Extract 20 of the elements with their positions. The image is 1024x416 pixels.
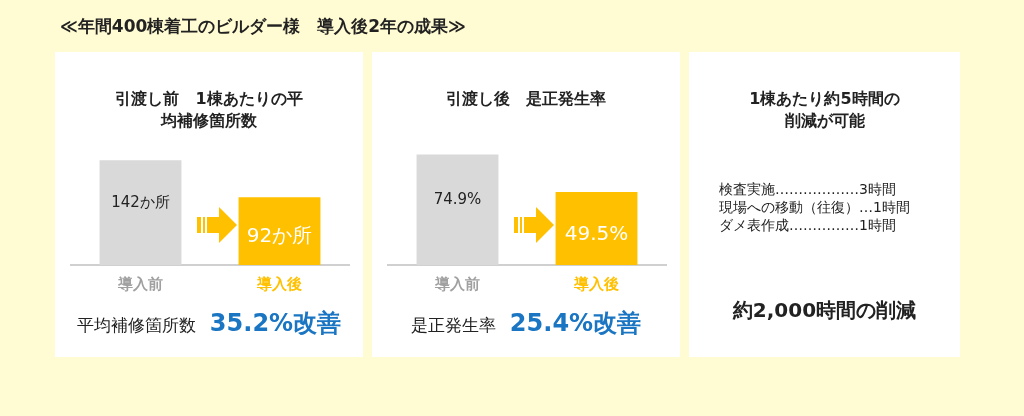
data-label: 49.5% <box>564 220 629 245</box>
data-label: 74.9% <box>433 189 482 208</box>
text: 1棟あたり約5時間の削減が可能 <box>748 88 901 132</box>
x-tick-label: 導入後 <box>256 275 302 293</box>
text: 25.4%改善 <box>509 309 642 337</box>
text: 現場への移動（往復）…1時間 <box>719 198 910 216</box>
text: ≪年間400棟着工のビルダー様 導入後2年の成果≫ <box>60 15 466 38</box>
x-tick-label: 導入前 <box>117 275 163 293</box>
text: 是正発生率 <box>410 315 496 335</box>
data-label: 142か所 <box>111 192 170 211</box>
x-tick-label: 導入後 <box>573 275 619 293</box>
text: 検査実施………………3時間 <box>719 180 897 198</box>
chart-title: 引渡し後 是正発生率 <box>445 88 607 110</box>
text: 約2,000時間の削減 <box>731 297 918 324</box>
text: 35.2%改善 <box>209 309 342 337</box>
chart-title: 引渡し前 1棟あたりの平均補修箇所数 <box>114 88 304 132</box>
x-tick-label: 導入前 <box>434 275 480 293</box>
text: ダメ表作成……………1時間 <box>719 216 897 234</box>
text: 平均補修箇所数 <box>76 315 196 335</box>
data-label: 92か所 <box>246 223 313 248</box>
